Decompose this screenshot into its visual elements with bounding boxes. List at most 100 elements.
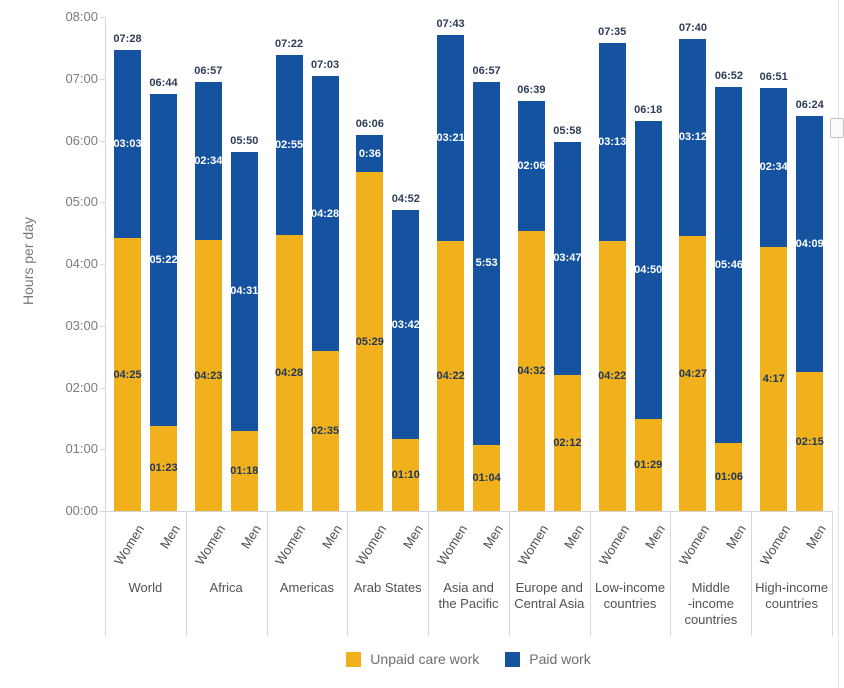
paid-segment-label: 03:03 [113,138,142,151]
bar-arab-states-women: 06:06 0:36 05:29 [356,118,384,511]
unpaid-segment-label: 01:06 [714,471,744,484]
paid-segment-label: 02:55 [274,139,304,152]
x-axis-sex-label: Men [641,522,668,552]
bar-asia-and-the-pacific-women: 07:43 03:21 04:22 [436,18,465,511]
paid-segment-label: 05:46 [714,259,744,272]
x-axis-group-label-line: countries [684,612,738,627]
paid-segment-label: 05:22 [149,253,178,266]
unpaid-segment-label: 01:18 [230,464,259,477]
bar-arab-states-men: 04:52 03:42 01:10 [391,193,420,511]
y-tick-mark [100,449,105,451]
x-axis-group-label: Americas [255,580,359,596]
x-axis-group-label-line: Middle [691,580,730,595]
paid-segment: 02:34 [194,81,223,241]
paid-segment: 03:42 [391,210,420,439]
y-tick-mark [100,511,105,512]
unpaid-segment: 01:04 [472,445,501,511]
paid-segment: 04:31 [230,151,258,431]
x-axis-sex-label: Women [433,522,471,568]
unpaid-segment-label: 04:32 [517,365,546,378]
unpaid-segment-label: 04:27 [678,367,708,380]
unpaid-segment: 05:29 [356,172,384,511]
x-axis-group-label-line: the Pacific [438,596,499,611]
x-axis-group-label: Low-income countries [578,580,682,612]
unpaid-segment: 01:18 [230,430,259,511]
x-axis-group-separator [267,512,268,636]
paid-segment: 05:22 [149,94,178,426]
x-axis-sex-label: Men [803,522,830,552]
unpaid-segment-label: 01:04 [472,472,501,485]
x-axis-sex-label: Men [722,522,749,552]
unpaid-segment-label: 04:28 [274,367,304,380]
x-axis-group-label-line: High-income [755,580,829,595]
y-tick-label: 03:00 [65,317,98,333]
unpaid-segment: 04:32 [517,231,546,511]
unpaid-segment: 04:22 [436,241,465,511]
unpaid-segment-label: 01:23 [149,462,178,475]
x-axis-sex-label: Men [399,522,426,552]
x-axis-sex-label: Men [480,522,507,552]
y-tick-mark [100,78,105,80]
unpaid-segment: 04:25 [113,238,142,511]
unpaid-segment: 01:29 [634,419,662,511]
unpaid-segment-label: 01:10 [391,468,420,481]
paid-segment-label: 04:50 [634,264,663,277]
unpaid-segment: 04:22 [598,241,626,511]
x-axis-sex-label: Men [237,522,264,552]
unpaid-segment: 04:28 [274,235,304,511]
y-tick-label: 00:00 [65,503,98,518]
unpaid-segment-label: 04:22 [436,370,465,383]
paid-segment: 0:36 [356,135,384,173]
x-axis-group-separator [105,512,106,636]
unpaid-segment: 01:23 [149,425,178,511]
bar-total-label: 06:52 [714,69,744,82]
bar-total-label: 07:35 [598,25,627,38]
unpaid-segment: 04:23 [194,240,223,511]
x-axis-group-label-line: countries [765,596,818,611]
bar-asia-and-the-pacific-men: 06:57 5:53 01:04 [472,65,501,511]
paid-segment: 02:06 [517,101,546,232]
paid-segment-label: 03:42 [391,318,420,331]
paid-segment: 05:46 [714,86,744,444]
bar-total-label: 05:50 [230,134,259,147]
paid-segment-label: 0:36 [358,147,381,160]
bar-middle-income-countries-women: 07:40 03:12 04:27 [678,22,708,511]
scrollbar-track [838,0,839,688]
x-axis-group-label: World [93,580,197,596]
paid-segment: 03:12 [679,38,707,237]
x-axis-sex-label: Women [676,522,713,568]
x-axis-sex-label: Women [272,522,309,568]
x-axis-group-label: High-income countries [740,580,844,612]
paid-segment: 04:28 [311,75,339,352]
x-axis-group-label-line: Africa [209,580,243,595]
bar-total-label: 06:51 [759,71,788,84]
plot-area: 07:28 03:03 04:25 06:44 05:22 01:23 06:57 02:34… [105,17,833,512]
y-tick-mark [100,387,105,389]
scrollbar-thumb[interactable] [830,118,844,138]
unpaid-segment: 01:10 [391,438,420,511]
x-axis-group-label-line: Americas [279,580,335,595]
bar-total-label: 04:52 [391,193,420,206]
paid-segment-label: 02:06 [517,160,546,173]
bar-high-income-countries-women: 06:51 02:34 4:17 [760,71,788,511]
x-axis-group-label-line: countries [603,596,657,611]
bar-africa-women: 06:57 02:34 04:23 [194,65,223,511]
x-axis-group-label: Asia and the Pacific [417,580,521,612]
paid-swatch-icon [505,651,521,667]
bar-low-income-countries-women: 07:35 03:13 04:22 [598,26,626,511]
paid-segment: 03:13 [598,42,626,242]
x-axis-group-label: Europe and Central Asia [497,580,601,612]
bar-americas-men: 07:03 04:28 02:35 [311,59,339,511]
x-axis-sex-label: Men [560,522,588,552]
y-tick-label: 07:00 [65,70,98,86]
x-axis-group-separator [186,512,187,636]
bar-africa-men: 05:50 04:31 01:18 [230,135,259,511]
y-tick-label: 04:00 [65,256,98,271]
unpaid-segment-label: 04:23 [194,369,223,382]
bar-total-label: 07:43 [436,17,465,30]
paid-segment-label: 02:34 [194,155,223,168]
unpaid-swatch-icon [346,651,362,667]
unpaid-segment: 04:27 [678,236,708,511]
paid-segment: 02:34 [760,88,788,247]
